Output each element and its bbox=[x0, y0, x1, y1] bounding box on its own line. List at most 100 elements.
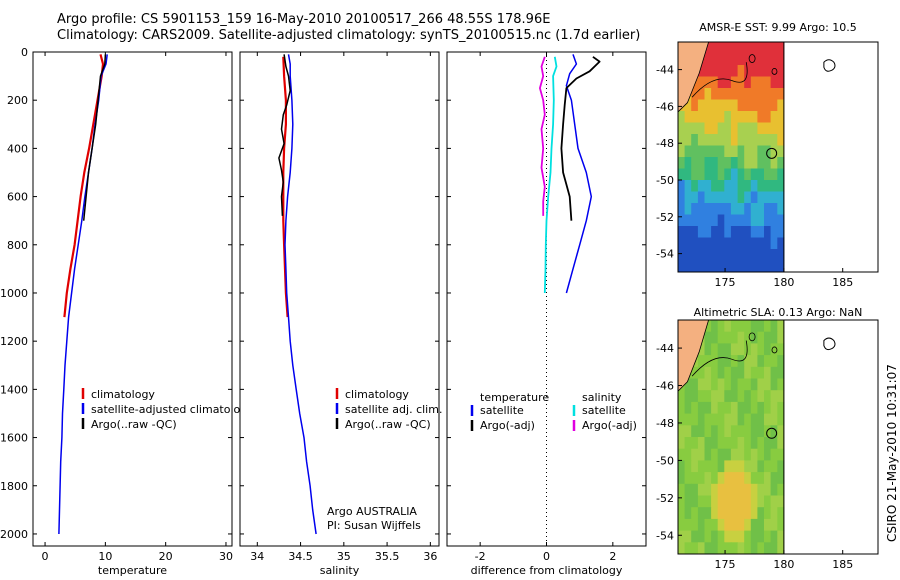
sst_map-cell bbox=[697, 76, 705, 89]
sla_map-cell bbox=[724, 437, 732, 450]
sst_map-cell bbox=[691, 122, 699, 135]
sla_map-cell bbox=[737, 413, 745, 426]
sst_map-cell bbox=[711, 111, 719, 123]
sst_map-cell bbox=[697, 111, 705, 123]
sla_map-cell bbox=[770, 472, 778, 485]
sst_map-cell bbox=[711, 99, 719, 112]
salinity-x-axis-label: salinity bbox=[320, 564, 360, 577]
sla_map-cell bbox=[711, 401, 719, 415]
sla_map-cell bbox=[737, 495, 745, 508]
sst_map-cell bbox=[750, 157, 758, 169]
sla_map-cell bbox=[764, 343, 772, 356]
sst_map-cell bbox=[678, 122, 686, 135]
depth-tick-label: 400 bbox=[7, 142, 28, 155]
sla_map-cell bbox=[770, 483, 778, 496]
sst_map-cell bbox=[678, 168, 686, 181]
sst_map-cell bbox=[737, 237, 745, 250]
sst_map-cell bbox=[750, 168, 758, 181]
sst_map-cell bbox=[750, 214, 758, 227]
sst_map-chatham-islands bbox=[823, 59, 836, 72]
sst_map-cell bbox=[724, 145, 732, 158]
sst_map-cell bbox=[717, 191, 725, 204]
sla_map-cell bbox=[730, 320, 738, 333]
sst_map-cell bbox=[744, 191, 752, 204]
sst_map-cell bbox=[691, 168, 699, 181]
sla_map-cell bbox=[691, 437, 699, 450]
sla_map-cell bbox=[684, 460, 692, 473]
sst_map-cell bbox=[697, 191, 705, 204]
sla_map-cell bbox=[764, 401, 772, 415]
sst_map-cell bbox=[730, 42, 738, 54]
sst_map-island bbox=[748, 54, 756, 63]
sla_map-cell bbox=[750, 542, 758, 554]
sla_map-cell bbox=[757, 542, 765, 554]
sla_map-cell bbox=[770, 343, 778, 356]
sst_map-cell bbox=[724, 237, 732, 250]
salinity-legend-label: climatology bbox=[345, 388, 409, 401]
sst_map-cell bbox=[744, 214, 752, 227]
sla_map-cell bbox=[737, 448, 745, 461]
sla_map-cell bbox=[717, 460, 725, 473]
sst_map-cell bbox=[737, 203, 745, 215]
sla_map-cell bbox=[737, 378, 745, 391]
sst_map-cell bbox=[724, 122, 732, 135]
sst_map-cell bbox=[724, 157, 732, 169]
sst_map-cell bbox=[744, 226, 752, 238]
salinity-x-tick-label: 34 bbox=[250, 550, 264, 563]
sla_map-cell bbox=[730, 437, 738, 450]
sla_map-cell bbox=[697, 390, 705, 403]
sla_map-cell bbox=[750, 320, 758, 333]
figure-title-line-2: Climatology: CARS2009. Satellite-adjuste… bbox=[57, 28, 641, 43]
sla_map-cell bbox=[711, 507, 719, 520]
sst_map-field bbox=[678, 42, 836, 272]
sla_map-cell bbox=[724, 378, 732, 391]
sla_map-cell bbox=[777, 343, 785, 356]
temperature-x-tick-label: 0 bbox=[42, 550, 49, 563]
sla_map-cell bbox=[744, 507, 752, 520]
sla_map-cell bbox=[711, 425, 719, 438]
sla_map-cell bbox=[697, 530, 705, 543]
sst_map-cell bbox=[730, 249, 738, 261]
sla_map-cell bbox=[757, 378, 765, 391]
sst_map-cell bbox=[704, 53, 712, 66]
sla_map-cell bbox=[757, 366, 765, 379]
sst_map-cell bbox=[691, 180, 699, 192]
sst_map-cell bbox=[737, 65, 745, 77]
sst_map-cell bbox=[678, 237, 686, 250]
sla_map-cell bbox=[770, 518, 778, 532]
sla_map-cell bbox=[697, 483, 705, 496]
sla_map-cell bbox=[757, 448, 765, 461]
sst_map-cell bbox=[777, 249, 785, 261]
sst_map-cell bbox=[711, 76, 719, 89]
sst_map-cell bbox=[697, 145, 705, 158]
sla_map-cell bbox=[750, 343, 758, 356]
sst_map-cell bbox=[764, 226, 772, 238]
sla_map-cell bbox=[744, 483, 752, 496]
sst_map-cell bbox=[697, 203, 705, 215]
sla_map-cell bbox=[691, 507, 699, 520]
sst_map-cell bbox=[730, 191, 738, 204]
sst_map-cell bbox=[711, 237, 719, 250]
sla_map-cell bbox=[717, 483, 725, 496]
sla_map-cell bbox=[757, 530, 765, 543]
sst_map-cell bbox=[764, 249, 772, 261]
sst_map-cell bbox=[737, 134, 745, 146]
sla_map-cell bbox=[704, 495, 712, 508]
sla_map-cell bbox=[730, 542, 738, 554]
sst_map-cell bbox=[691, 99, 699, 112]
sst_map-cell bbox=[730, 53, 738, 66]
salinity-legend-label: Argo(..raw -QC) bbox=[345, 418, 431, 431]
sst_map-cell bbox=[744, 157, 752, 169]
sla_map-cell bbox=[704, 472, 712, 485]
sla_map-island bbox=[771, 346, 778, 354]
sla_map-cell bbox=[750, 483, 758, 496]
sla_map-cell bbox=[777, 448, 785, 461]
sst_map-cell bbox=[730, 237, 738, 250]
sst_map-cell bbox=[684, 214, 692, 227]
depth-tick-label: 0 bbox=[21, 46, 28, 59]
sla_map-cell bbox=[750, 390, 758, 403]
sst_map-cell bbox=[744, 168, 752, 181]
sla_map-cell bbox=[730, 507, 738, 520]
sla_map-cell bbox=[770, 378, 778, 391]
